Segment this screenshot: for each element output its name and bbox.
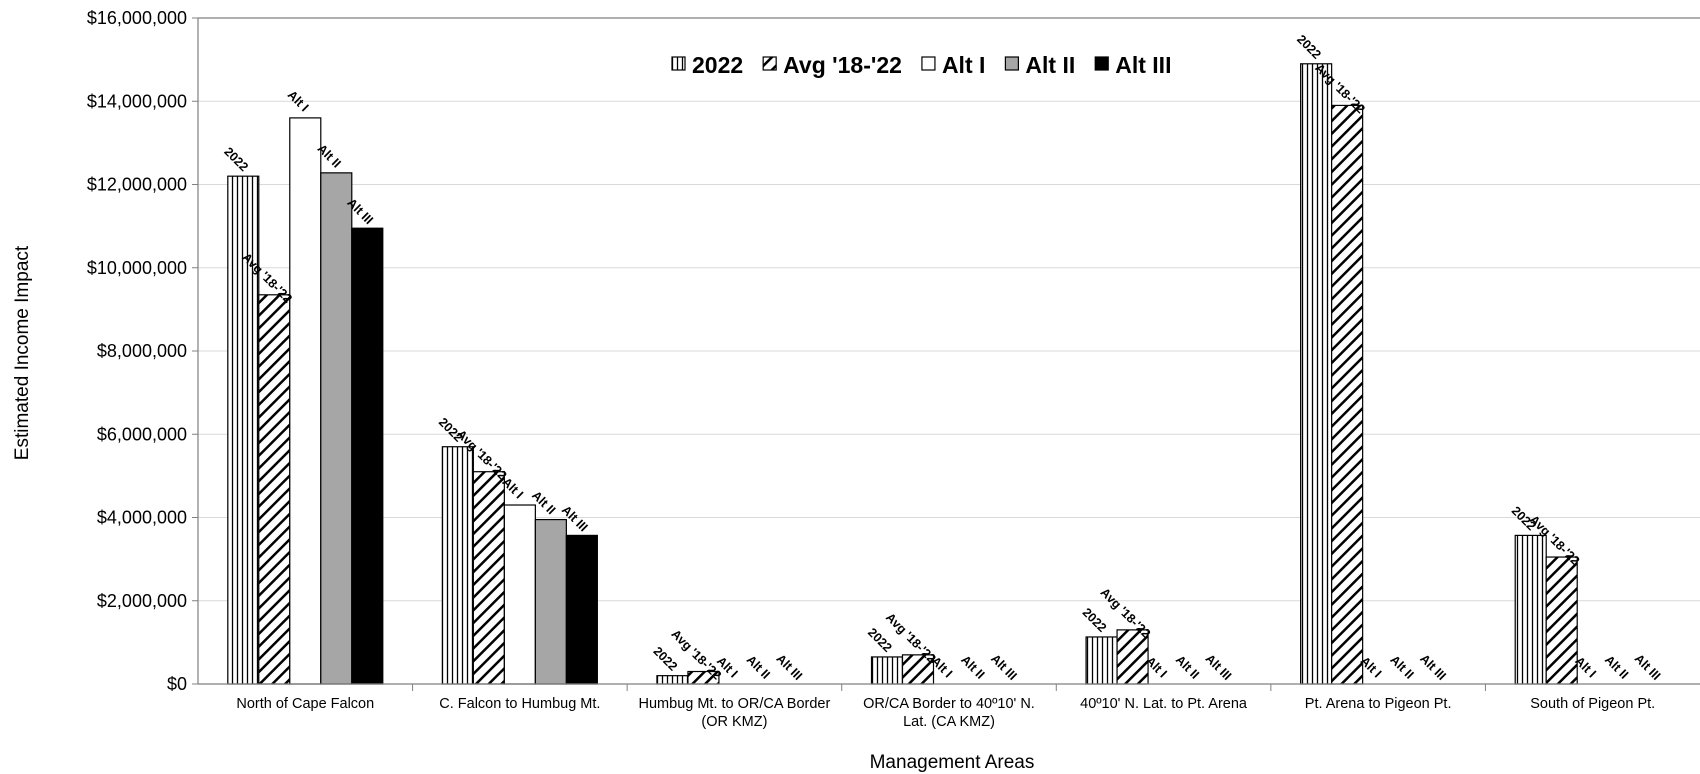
bar — [901, 654, 935, 685]
y-tick-label: $6,000,000 — [97, 424, 187, 444]
bar-series-label: Alt II — [1173, 653, 1202, 682]
bar — [1116, 629, 1149, 685]
bar — [656, 675, 689, 685]
bar — [472, 471, 505, 685]
category-label: Pt. Arena to Pigeon Pt. — [1305, 696, 1452, 712]
bar — [534, 518, 567, 685]
bar — [503, 504, 536, 685]
bar — [258, 294, 291, 685]
legend-label: Alt I — [942, 52, 985, 78]
bar-series-label: Alt III — [1203, 651, 1235, 683]
bar-series-label: 2022 — [865, 625, 895, 655]
legend-swatch — [921, 56, 936, 71]
y-tick-label: $16,000,000 — [87, 8, 187, 28]
bar-series-label: Alt III — [1417, 651, 1449, 683]
bar — [1514, 534, 1547, 685]
y-tick-label: $2,000,000 — [97, 591, 187, 611]
bar-series-label: Alt III — [1632, 651, 1664, 683]
category-label: OR/CA Border to 40º10' N. Lat. (CA KMZ) — [863, 696, 1035, 730]
bar — [1331, 104, 1364, 685]
category-label: Humbug Mt. to OR/CA Border (OR KMZ) — [639, 696, 831, 730]
legend-label: Avg '18-'22 — [783, 52, 902, 78]
legend: 2022 Avg '18-'22 Alt I Alt II Alt III — [671, 52, 1171, 78]
bar — [441, 446, 474, 685]
y-tick-label: $10,000,000 — [87, 258, 187, 278]
y-axis-title: Estimated Income Impact — [12, 245, 33, 460]
y-tick-label: $4,000,000 — [97, 508, 187, 528]
legend-swatch — [1004, 56, 1019, 71]
bar-series-label: Alt III — [988, 651, 1020, 683]
legend-swatch — [671, 56, 686, 71]
y-tick-label: $12,000,000 — [87, 175, 187, 195]
legend-label: Alt II — [1025, 52, 1075, 78]
legend-label: 2022 — [692, 52, 743, 78]
axes — [192, 17, 1700, 691]
bar — [1300, 63, 1333, 685]
y-tick-label: $0 — [167, 674, 187, 694]
bar-series-label: Alt II — [958, 653, 987, 682]
bar-series-label: Alt II — [744, 653, 773, 682]
bar-series-label: 2022 — [650, 644, 680, 674]
category-label: North of Cape Falcon — [236, 696, 374, 712]
legend-swatch — [1094, 56, 1109, 71]
bar — [1085, 636, 1118, 685]
bar — [289, 117, 322, 685]
bar — [565, 534, 598, 685]
category-label: South of Pigeon Pt. — [1530, 696, 1655, 712]
category-label: 40º10' N. Lat. to Pt. Arena — [1080, 696, 1248, 712]
y-tick-label: $8,000,000 — [97, 341, 187, 361]
bar-series-label: 2022 — [1294, 32, 1324, 62]
bar-series-label: 2022 — [221, 145, 251, 175]
bar-series-label: Alt II — [1387, 653, 1416, 682]
bar — [320, 172, 353, 685]
y-tick-label: $14,000,000 — [87, 91, 187, 111]
legend-swatch — [762, 56, 777, 71]
gridlines — [198, 17, 1700, 602]
x-axis-title: Management Areas — [870, 752, 1035, 773]
bar-series-label: 2022 — [1080, 605, 1110, 635]
bar — [870, 656, 904, 685]
bar — [227, 175, 260, 685]
bar-series-label: Alt II — [1602, 653, 1631, 682]
legend-label: Alt III — [1115, 52, 1171, 78]
category-label: C. Falcon to Humbug Mt. — [439, 696, 600, 712]
bar-series-label: Alt III — [774, 651, 806, 683]
bars — [227, 63, 1578, 685]
bar — [1545, 556, 1578, 685]
bar — [351, 227, 384, 685]
bar-series-label: Alt I — [285, 88, 312, 115]
